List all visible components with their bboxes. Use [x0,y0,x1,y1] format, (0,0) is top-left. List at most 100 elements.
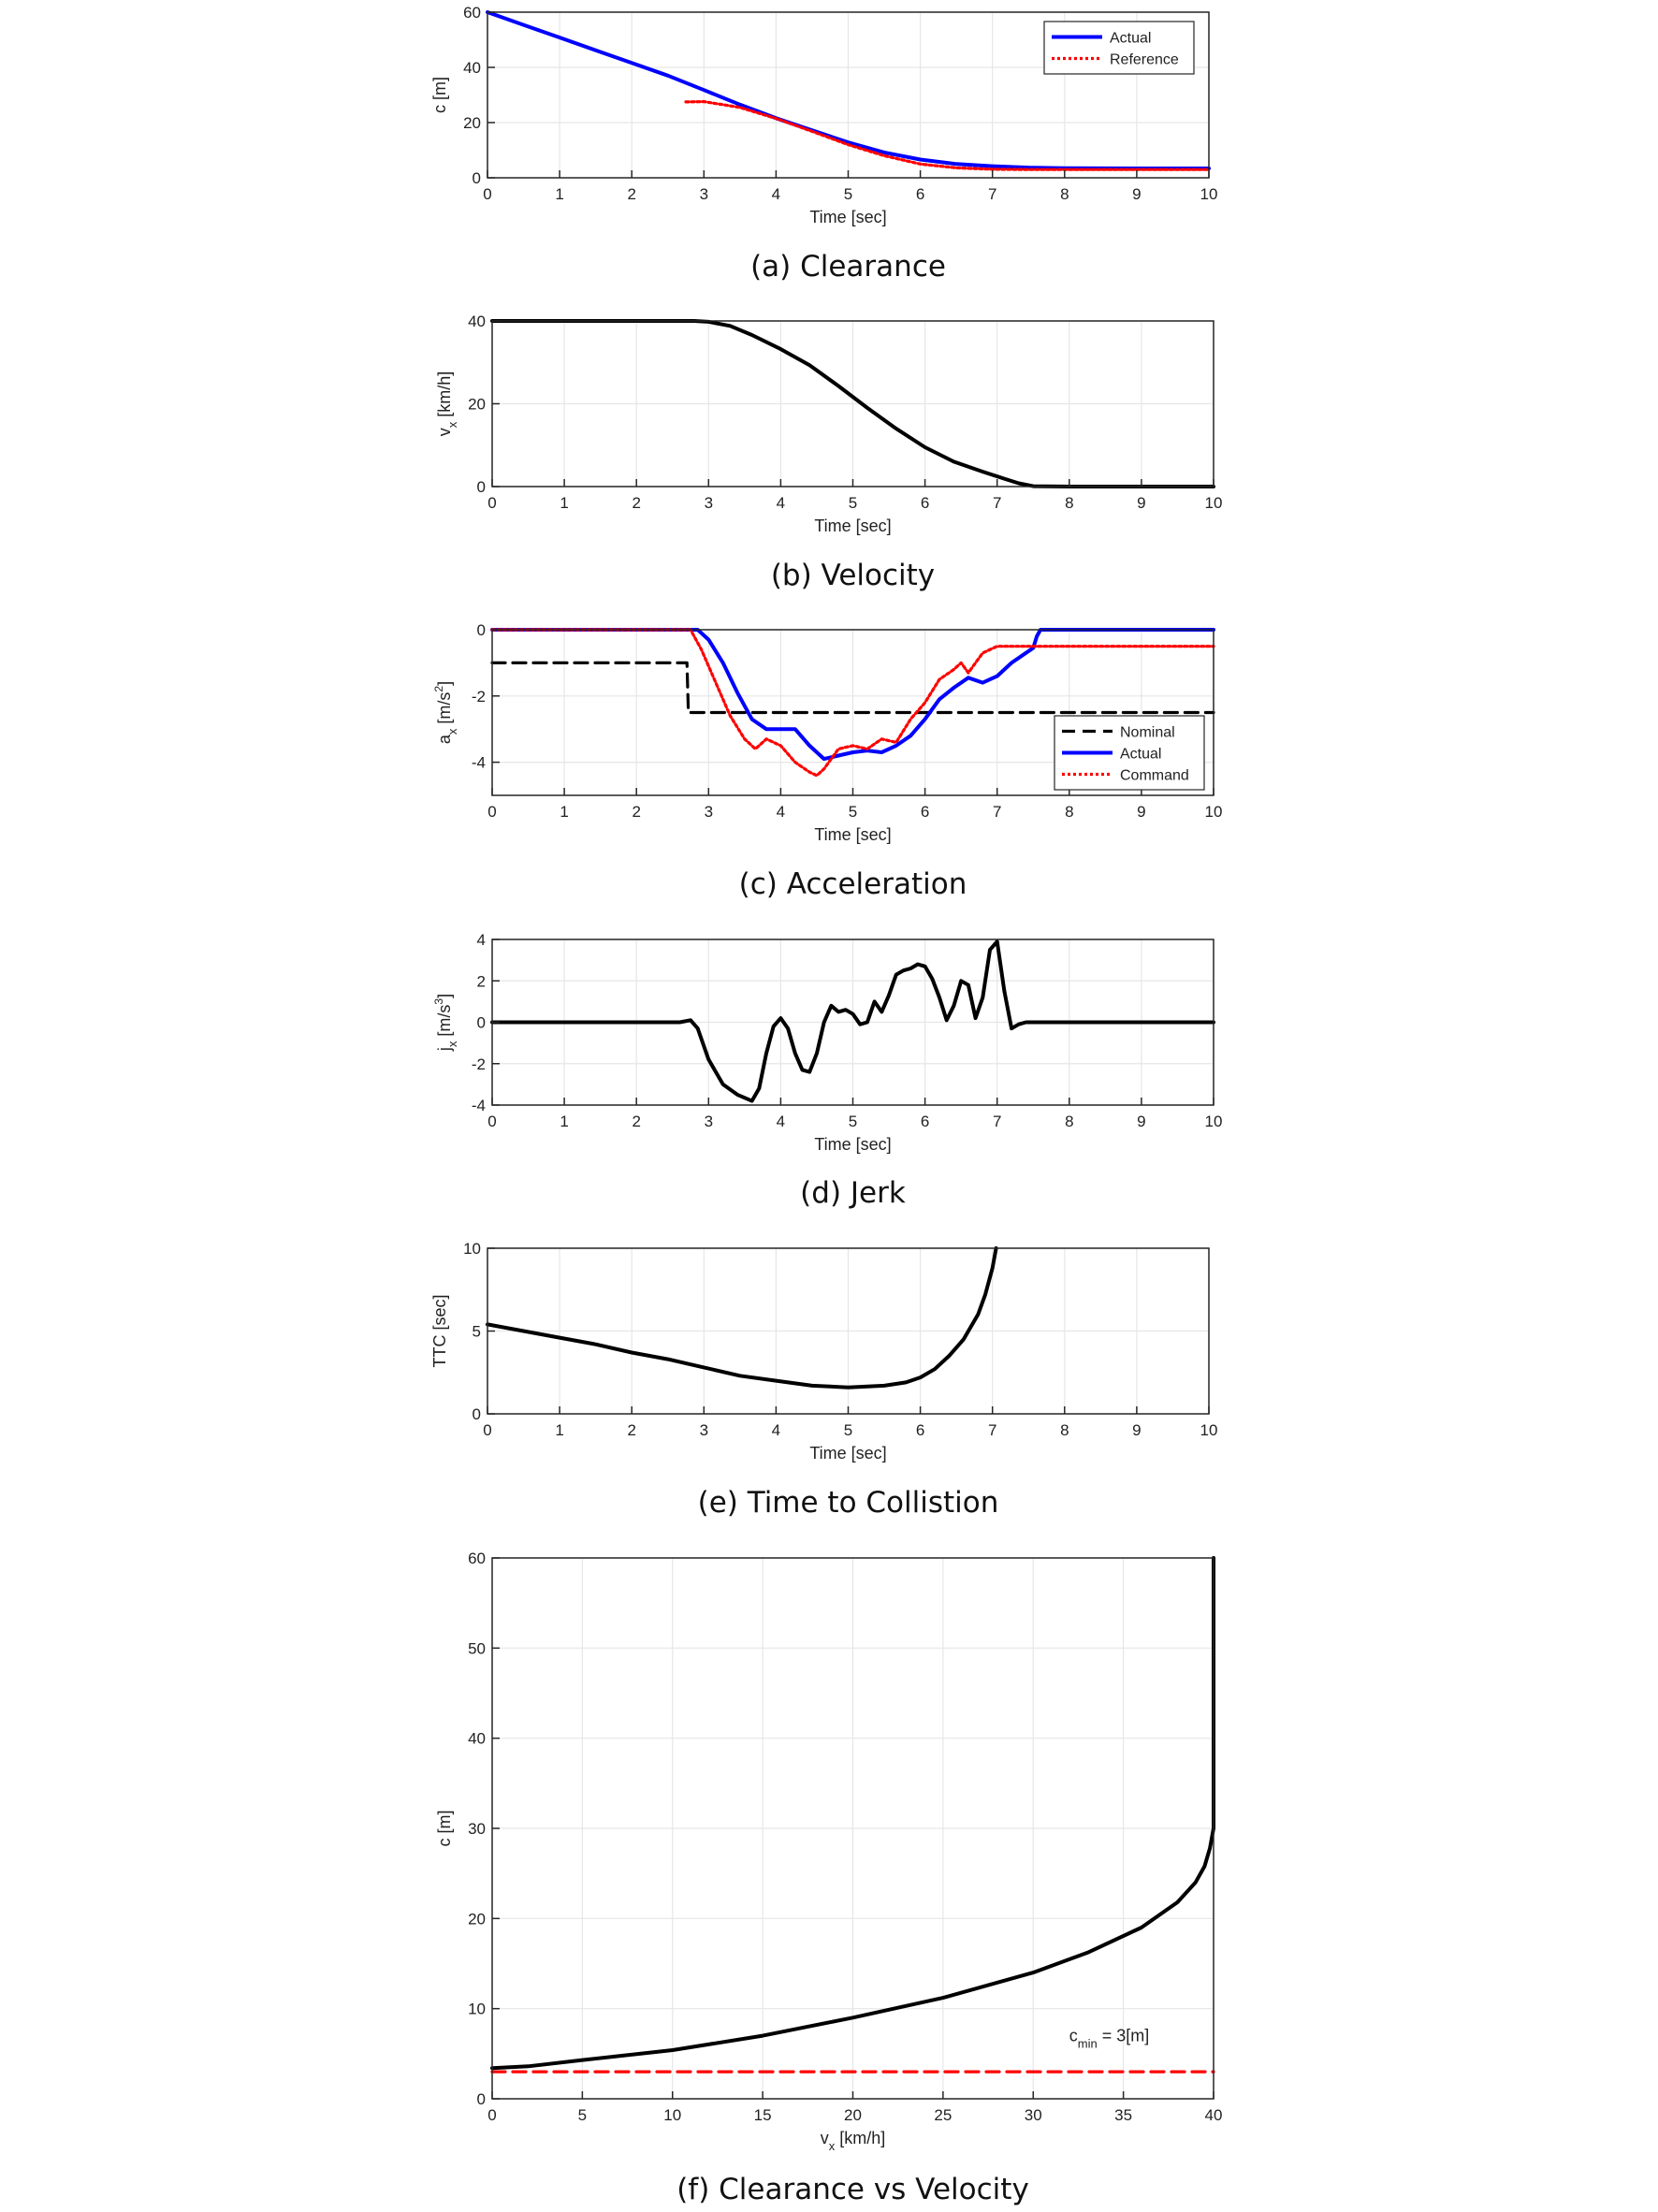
y-axis-label: jx [m/s3] [432,994,459,1052]
x-tick-label: 4 [772,1421,780,1439]
x-tick-label: 2 [627,1421,635,1439]
x-tick-label: 25 [934,2106,952,2124]
y-axis-label: vx [km/h] [435,371,459,437]
legend-label: Reference [1110,52,1179,68]
x-tick-label: 4 [777,1113,785,1130]
x-axis-label: Time [sec] [814,825,891,844]
y-axis-label: TTC [sec] [430,1294,449,1367]
x-tick-label: 7 [993,803,1001,821]
x-tick-label: 2 [632,803,640,821]
x-tick-label: 6 [916,1421,924,1439]
x-tick-label: 8 [1060,1421,1069,1439]
legend-label: Actual [1120,747,1161,763]
x-tick-label: 7 [993,1113,1001,1130]
legend-label: Actual [1110,31,1151,47]
y-tick-label: 60 [463,4,481,22]
y-axis-label: c [m] [435,1811,454,1847]
x-tick-label: 2 [627,185,635,203]
legend: Actual Reference [1043,21,1195,75]
x-tick-label: 15 [754,2106,772,2124]
x-tick-label: 1 [555,185,563,203]
chart-c: 0 1 2 3 4 5 6 7 8 9 10 -4 -2 0 Time [sec] ax [m/s2] Nomi… [432,621,1222,901]
legend-box [1043,21,1195,75]
caption-c: (c) Acceleration [739,867,967,901]
chart-e: 0 1 2 3 4 5 6 7 8 9 10 0 5 10 Time [sec] TTC [sec] (e) T… [430,1240,1217,1520]
series-0 [490,939,1215,1103]
x-tick-label: 20 [844,2106,862,2124]
x-tick-label: 10 [1200,1421,1218,1439]
y-tick-label: 0 [473,1405,481,1423]
x-tick-label: 4 [772,185,780,203]
x-tick-label: 3 [700,185,708,203]
x-tick-label: 7 [988,185,996,203]
y-tick-label: -4 [472,1097,486,1114]
x-tick-label: 5 [849,803,857,821]
x-tick-label: 35 [1114,2106,1132,2124]
x-tick-label: 0 [483,185,491,203]
y-axis-label: ax [m/s2] [432,681,459,744]
x-tick-label: 5 [849,1113,857,1130]
x-axis-label: Time [sec] [814,517,891,535]
x-tick-label: 9 [1137,803,1145,821]
x-tick-label: 9 [1137,1113,1145,1130]
x-axis-label: Time [sec] [814,1135,891,1154]
chart-b: 0 1 2 3 4 5 6 7 8 9 10 0 20 40 Time [sec] vx [km/h] (b) … [435,313,1222,592]
y-tick-label: 60 [468,1550,486,1567]
x-tick-label: 6 [921,494,929,512]
x-tick-label: 0 [483,1421,491,1439]
y-tick-label: 30 [468,1820,486,1838]
y-tick-label: 20 [468,1910,486,1928]
chart-f: 0 5 10 15 20 25 30 35 40 0 10 20 30 40 50 60 vx [km/h] c … [435,1550,1222,2206]
x-axis-label: Time [sec] [809,1444,886,1463]
caption-f: (f) Clearance vs Velocity [676,2173,1029,2206]
x-tick-label: 0 [487,1113,496,1130]
x-tick-label: 9 [1132,185,1141,203]
x-tick-label: 8 [1065,494,1073,512]
y-tick-label: 10 [463,1240,481,1258]
y-tick-label: 40 [463,59,481,77]
x-tick-label: 2 [632,494,640,512]
x-tick-label: 0 [487,494,496,512]
x-tick-label: 3 [705,494,713,512]
chart-d: 0 1 2 3 4 5 6 7 8 9 10 -4 -2 0 2 4 Time [sec] jx [m/s3] (d… [432,931,1222,1210]
chart-a: 0 1 2 3 4 5 6 7 8 9 10 0 20 40 60 Time [sec] c [m] Actual… [430,4,1217,284]
x-tick-label: 3 [705,1113,713,1130]
x-axis-label: vx [km/h] [821,2129,886,2153]
y-tick-label: 10 [468,2001,486,2018]
x-tick-label: 10 [1205,1113,1223,1130]
x-tick-label: 3 [705,803,713,821]
x-tick-label: 9 [1132,1421,1141,1439]
x-tick-label: 1 [560,1113,568,1130]
y-tick-label: 40 [468,1730,486,1748]
legend: Nominal Actual Command [1054,715,1205,791]
x-tick-label: 1 [560,803,568,821]
x-tick-label: 4 [777,803,785,821]
x-tick-label: 0 [487,2106,496,2124]
y-tick-label: 0 [477,621,486,639]
legend-label: Command [1120,768,1189,784]
y-tick-label: 4 [477,931,486,949]
x-tick-label: 7 [993,494,1001,512]
series-actual [490,628,1215,762]
x-tick-label: 10 [1205,494,1223,512]
series-0 [486,1246,998,1390]
y-tick-label: 40 [468,313,486,330]
caption-a: (a) Clearance [750,250,946,284]
x-tick-label: 1 [560,494,568,512]
x-tick-label: 8 [1065,803,1073,821]
y-tick-label: 20 [463,114,481,132]
y-tick-label: 2 [477,972,486,990]
x-tick-label: 8 [1060,185,1069,203]
legend-label: Nominal [1120,725,1175,741]
x-tick-label: 6 [921,803,929,821]
x-tick-label: 5 [578,2106,587,2124]
y-tick-label: -2 [472,688,486,706]
y-tick-label: 50 [468,1639,486,1657]
series-command [490,628,1215,778]
cmin-annotation: cmin = 3[m] [1069,2026,1149,2050]
series-0 [490,1556,1215,2071]
x-tick-label: 10 [663,2106,681,2124]
x-tick-label: 4 [777,494,785,512]
x-tick-label: 8 [1065,1113,1073,1130]
